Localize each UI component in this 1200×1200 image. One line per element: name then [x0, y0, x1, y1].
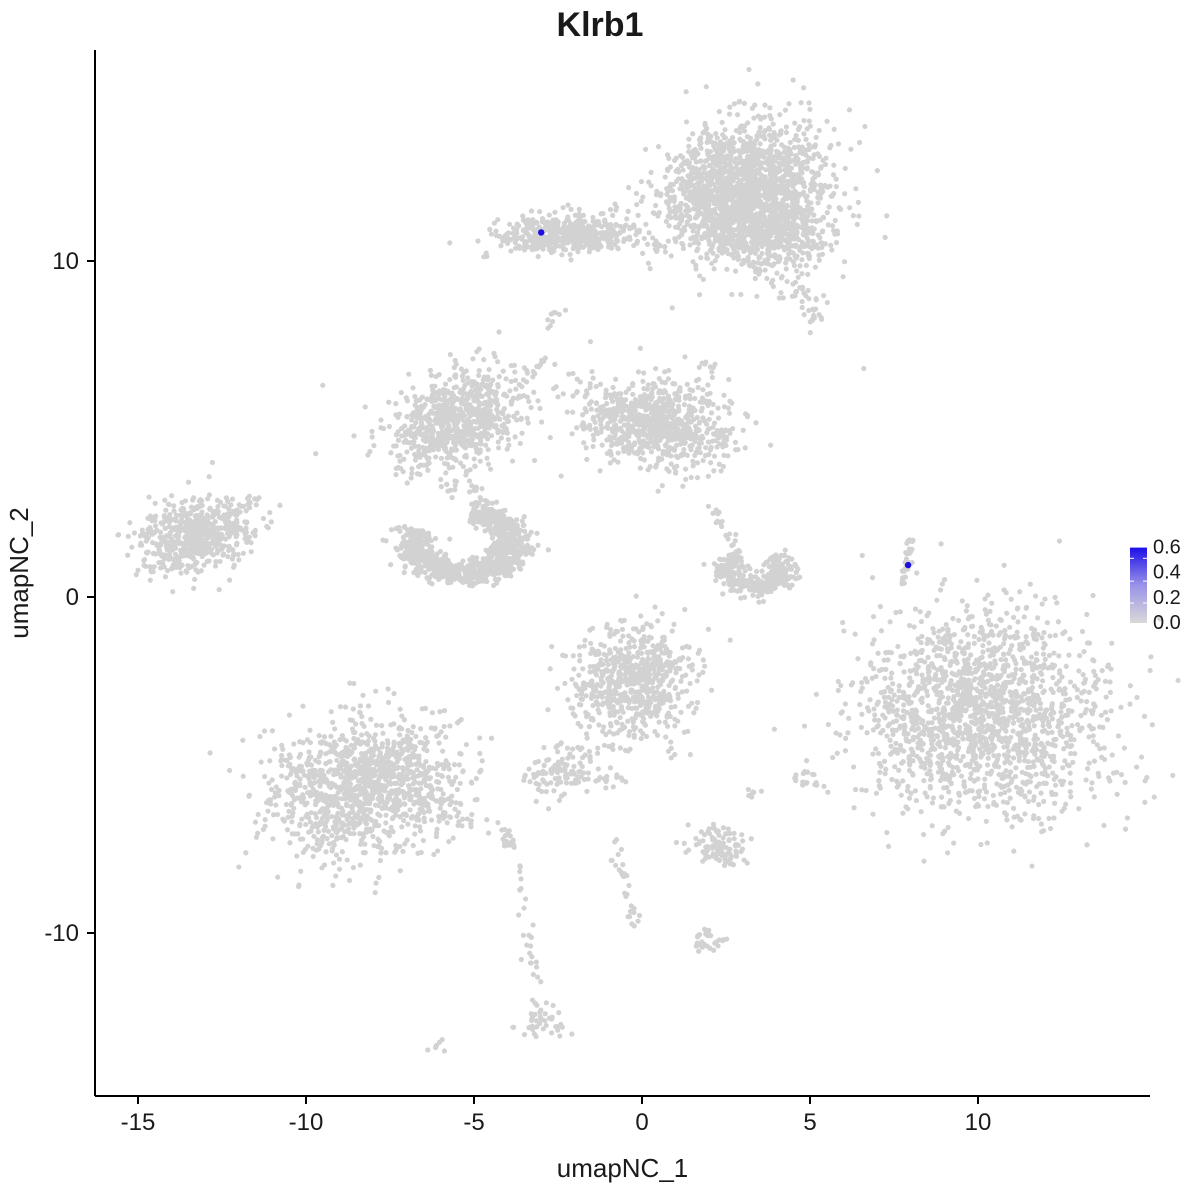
svg-text:-15: -15: [121, 1109, 156, 1136]
svg-text:5: 5: [803, 1109, 816, 1136]
svg-text:umapNC_2: umapNC_2: [4, 507, 34, 639]
svg-text:0: 0: [66, 584, 79, 611]
svg-text:10: 10: [52, 248, 79, 275]
svg-text:-10: -10: [44, 920, 79, 947]
svg-text:umapNC_1: umapNC_1: [557, 1153, 689, 1183]
svg-text:-5: -5: [463, 1109, 484, 1136]
svg-text:-10: -10: [289, 1109, 324, 1136]
svg-text:0: 0: [635, 1109, 648, 1136]
svg-text:10: 10: [965, 1109, 992, 1136]
